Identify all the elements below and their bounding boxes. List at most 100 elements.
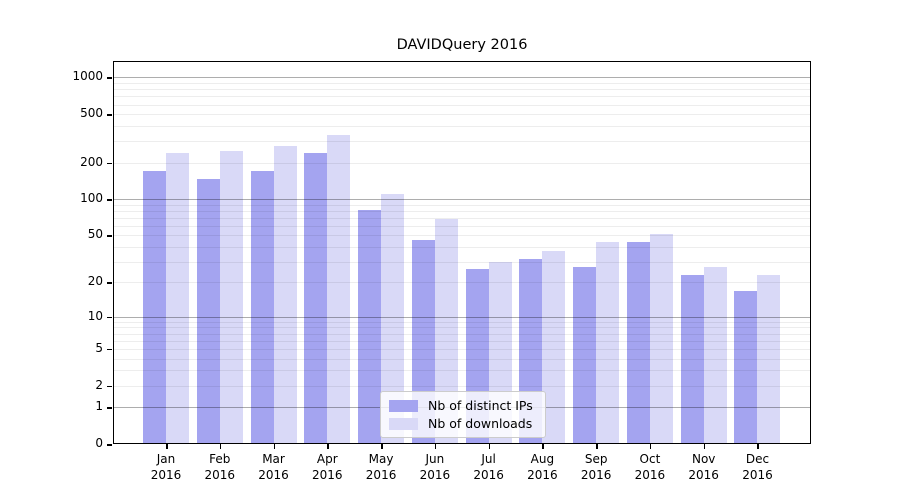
y-tick-label: 100: [80, 191, 103, 206]
x-tick: [327, 444, 329, 449]
gridline-minor: [113, 210, 811, 212]
gridline-major: [113, 77, 811, 79]
x-tick-label: Nov 2016: [688, 452, 719, 482]
bar-downloads: [219, 150, 243, 444]
x-tick: [488, 444, 491, 449]
bar-distinct-ips: [626, 242, 650, 444]
gridline-minor: [113, 126, 811, 128]
gridline-minor: [113, 114, 811, 116]
y-tick-label: 20: [87, 274, 103, 289]
y-tick-label: 1000: [72, 69, 103, 84]
gridline-minor: [113, 282, 811, 284]
x-tick-label: Sep 2016: [580, 452, 612, 482]
x-tick-label: May 2016: [365, 452, 397, 482]
legend: Nb of distinct IPs Nb of downloads: [380, 391, 546, 438]
gridline-major: [113, 199, 811, 201]
bar-distinct-ips: [573, 267, 597, 444]
x-tick-label: Apr 2016: [312, 452, 343, 482]
bar-downloads: [434, 218, 458, 444]
gridline-minor: [113, 246, 811, 248]
bar-downloads: [542, 251, 566, 444]
gridline-minor: [113, 333, 811, 335]
legend-label-distinct-ips: Nb of distinct IPs: [428, 398, 533, 413]
y-tick: [107, 199, 112, 201]
gridline-major: [113, 316, 811, 318]
x-tick: [381, 444, 383, 449]
y-tick-label: 0: [95, 436, 103, 450]
bar-distinct-ips: [304, 153, 328, 444]
legend-swatch-downloads: [389, 417, 418, 430]
gridline-minor: [113, 141, 811, 143]
y-tick-label: 200: [80, 154, 103, 169]
gridline-minor: [113, 225, 811, 227]
y-tick: [107, 348, 112, 351]
x-tick-label: Feb 2016: [204, 452, 236, 482]
gridline-minor: [113, 327, 811, 329]
x-tick: [542, 444, 544, 449]
y-tick: [107, 162, 112, 165]
chart-title: DAVIDQuery 2016: [396, 37, 528, 53]
x-tick: [596, 444, 598, 449]
gridline-minor: [113, 385, 811, 387]
x-tick: [219, 444, 222, 449]
gridline-minor: [113, 358, 811, 360]
y-tick-label: 2: [95, 377, 103, 392]
y-tick: [107, 77, 112, 79]
bar-downloads: [649, 234, 673, 444]
bar-distinct-ips: [196, 178, 220, 444]
x-tick-label: Oct 2016: [634, 452, 666, 482]
bar-distinct-ips: [143, 171, 166, 444]
bar-distinct-ips: [680, 275, 704, 444]
gridline-minor: [113, 83, 811, 85]
gridline-minor: [113, 235, 811, 237]
bar-distinct-ips: [734, 290, 758, 444]
bar-downloads: [327, 134, 351, 444]
bar-downloads: [757, 275, 781, 444]
y-tick: [107, 235, 112, 237]
x-tick: [434, 444, 437, 449]
y-tick: [107, 316, 112, 319]
gridline-minor: [113, 340, 811, 342]
gridline-minor: [113, 162, 811, 164]
bar-downloads: [703, 267, 727, 444]
legend-swatch-distinct-ips: [389, 399, 418, 412]
gridline-minor: [113, 104, 811, 106]
x-tick: [273, 444, 276, 449]
x-tick-label: Jul 2016: [473, 452, 504, 482]
y-tick: [107, 444, 112, 446]
x-tick-label: Dec 2016: [742, 452, 773, 482]
legend-label-downloads: Nb of downloads: [428, 416, 533, 431]
bar-downloads: [166, 153, 189, 444]
x-tick-label: Aug 2016: [527, 452, 558, 482]
y-tick: [107, 385, 112, 388]
gridline-minor: [113, 217, 811, 219]
y-tick: [107, 114, 112, 116]
bar-distinct-ips: [250, 171, 274, 444]
x-tick-label: Mar 2016: [258, 452, 289, 482]
y-tick: [107, 407, 112, 409]
y-tick-label: 500: [80, 106, 103, 121]
y-tick-label: 50: [87, 227, 103, 242]
x-tick: [649, 444, 652, 449]
x-tick-label: Jan 2016: [150, 452, 182, 482]
y-tick-label: 5: [95, 340, 103, 355]
bar-distinct-ips: [358, 209, 382, 444]
x-tick: [703, 444, 706, 449]
y-tick-label: 1: [95, 399, 103, 414]
gridline-minor: [113, 321, 811, 323]
y-tick: [107, 282, 112, 284]
x-tick-label: Jun 2016: [419, 452, 451, 482]
gridline-minor: [113, 370, 811, 372]
plot-area: Nb of distinct IPs Nb of downloads: [107, 61, 811, 449]
bar-downloads: [273, 145, 297, 444]
x-tick: [757, 444, 759, 449]
gridline-minor: [113, 96, 811, 98]
x-tick: [166, 444, 168, 449]
legend-item-downloads: Nb of downloads: [389, 415, 537, 432]
gridline-minor: [113, 261, 811, 263]
bar-downloads: [596, 242, 620, 444]
gridline-minor: [113, 204, 811, 206]
bar-downloads: [381, 194, 405, 444]
legend-item-distinct-ips: Nb of distinct IPs: [389, 397, 537, 414]
